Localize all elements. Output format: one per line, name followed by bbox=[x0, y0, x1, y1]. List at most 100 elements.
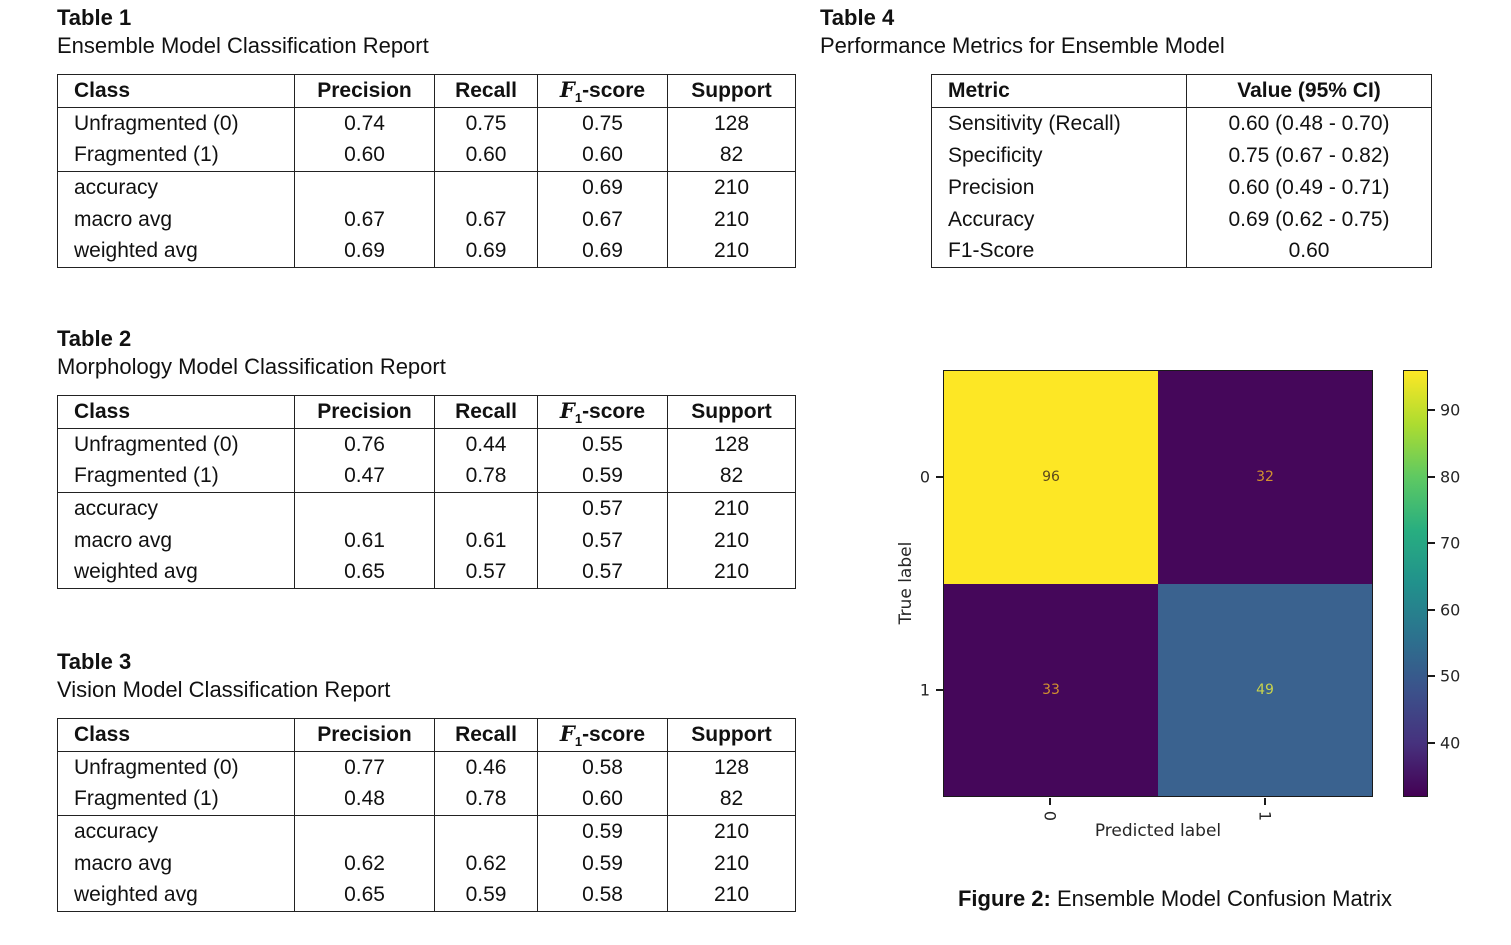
cell-precision: 0.62 bbox=[294, 847, 435, 880]
table-row: macro avg 0.62 0.62 0.59 210 bbox=[57, 847, 796, 880]
f1-math-symbol: F bbox=[559, 720, 575, 746]
f1-subscript: 1 bbox=[574, 90, 583, 106]
table1-label: Table 1 bbox=[57, 5, 132, 30]
cell-f1: 0.69 bbox=[537, 235, 668, 268]
col-header-class: Class bbox=[57, 395, 295, 429]
f1-subscript: 1 bbox=[574, 411, 583, 427]
x-tick-mark bbox=[1049, 798, 1051, 805]
table-row: Accuracy 0.69 (0.62 - 0.75) bbox=[931, 203, 1432, 236]
table-header-row: Class Precision Recall F1-score Support bbox=[57, 395, 796, 429]
col-header-precision: Precision bbox=[294, 395, 435, 429]
cell-recall: 0.75 bbox=[434, 107, 538, 140]
table-row: Sensitivity (Recall) 0.60 (0.48 - 0.70) bbox=[931, 107, 1432, 140]
cell-f1: 0.60 bbox=[537, 139, 668, 172]
cell-metric: Sensitivity (Recall) bbox=[931, 107, 1187, 140]
colorbar-tick-label: 90 bbox=[1440, 400, 1461, 420]
f1-suffix: -score bbox=[582, 722, 646, 746]
table2: Class Precision Recall F1-score Support … bbox=[57, 395, 796, 589]
table-row: weighted avg 0.65 0.59 0.58 210 bbox=[57, 879, 796, 912]
col-header-support: Support bbox=[667, 718, 796, 752]
cell-support: 210 bbox=[667, 847, 796, 880]
cell-support: 82 bbox=[667, 783, 796, 816]
cell-class: weighted avg bbox=[57, 556, 295, 589]
col-header-recall: Recall bbox=[434, 395, 538, 429]
colorbar bbox=[1403, 370, 1428, 797]
col-header-recall: Recall bbox=[434, 718, 538, 752]
cell-recall: 0.69 bbox=[434, 235, 538, 268]
table3-section: Table 3 Vision Model Classification Repo… bbox=[57, 648, 796, 912]
heatmap-cell-true1-pred0: 33 bbox=[944, 583, 1158, 796]
table4-caption: Performance Metrics for Ensemble Model bbox=[820, 33, 1225, 58]
colorbar-tick-mark bbox=[1428, 609, 1435, 611]
f1-suffix: -score bbox=[582, 78, 646, 102]
cell-support: 210 bbox=[667, 203, 796, 236]
cell-recall: 0.46 bbox=[434, 751, 538, 784]
figure-caption-label: Figure 2: bbox=[957, 886, 1051, 911]
table-row: Precision 0.60 (0.49 - 0.71) bbox=[931, 171, 1432, 204]
cell-precision: 0.69 bbox=[294, 235, 435, 268]
table-header-row: Metric Value (95% CI) bbox=[931, 74, 1432, 108]
table1: Class Precision Recall F1-score Support … bbox=[57, 74, 796, 268]
colorbar-tick-label: 70 bbox=[1440, 533, 1461, 553]
cell-recall: 0.60 bbox=[434, 139, 538, 172]
f1-math-symbol: F bbox=[559, 76, 575, 102]
cell-class: Unfragmented (0) bbox=[57, 107, 295, 140]
cell-recall: 0.78 bbox=[434, 460, 538, 493]
cell-precision: 0.76 bbox=[294, 428, 435, 461]
cell-support: 210 bbox=[667, 235, 796, 268]
cell-support: 210 bbox=[667, 879, 796, 912]
cell-f1: 0.59 bbox=[537, 460, 668, 493]
table4: Metric Value (95% CI) Sensitivity (Recal… bbox=[931, 74, 1432, 268]
table-row: accuracy 0.69 210 bbox=[57, 171, 796, 204]
col-header-support: Support bbox=[667, 395, 796, 429]
col-header-precision: Precision bbox=[294, 718, 435, 752]
table2-caption: Morphology Model Classification Report bbox=[57, 354, 446, 379]
table-row: weighted avg 0.69 0.69 0.69 210 bbox=[57, 235, 796, 268]
cell-f1: 0.59 bbox=[537, 815, 668, 848]
y-tick-label-1: 1 bbox=[919, 680, 930, 700]
table3-label: Table 3 bbox=[57, 649, 132, 674]
cell-recall: 0.57 bbox=[434, 556, 538, 589]
cell-support: 128 bbox=[667, 751, 796, 784]
cell-metric: Accuracy bbox=[931, 203, 1187, 236]
cell-f1: 0.75 bbox=[537, 107, 668, 140]
cell-class: macro avg bbox=[57, 203, 295, 236]
cell-metric: Specificity bbox=[931, 139, 1187, 172]
cell-precision bbox=[294, 815, 435, 848]
cell-precision: 0.60 bbox=[294, 139, 435, 172]
table-row: accuracy 0.59 210 bbox=[57, 815, 796, 848]
colorbar-tick-label: 40 bbox=[1440, 733, 1461, 753]
cell-class: Fragmented (1) bbox=[57, 139, 295, 172]
cell-recall bbox=[434, 492, 538, 525]
cell-value: 0.60 (0.49 - 0.71) bbox=[1186, 171, 1432, 204]
cell-class: weighted avg bbox=[57, 879, 295, 912]
table-row: Fragmented (1) 0.47 0.78 0.59 82 bbox=[57, 460, 796, 493]
cell-class: Unfragmented (0) bbox=[57, 751, 295, 784]
table3-caption: Vision Model Classification Report bbox=[57, 677, 391, 702]
cell-value: 0.60 (0.48 - 0.70) bbox=[1186, 107, 1432, 140]
x-tick-label-1: 1 bbox=[1255, 810, 1275, 822]
cell-support: 128 bbox=[667, 107, 796, 140]
table1-section: Table 1 Ensemble Model Classification Re… bbox=[57, 4, 796, 268]
cell-class: macro avg bbox=[57, 524, 295, 557]
col-header-f1score: F1-score bbox=[537, 395, 668, 429]
cell-recall bbox=[434, 815, 538, 848]
cell-class: accuracy bbox=[57, 815, 295, 848]
f1-suffix: -score bbox=[582, 399, 646, 423]
colorbar-tick-label: 50 bbox=[1440, 666, 1461, 686]
y-tick-mark bbox=[936, 689, 943, 691]
colorbar-tick-mark bbox=[1428, 476, 1435, 478]
cell-f1: 0.69 bbox=[537, 171, 668, 204]
col-header-metric: Metric bbox=[931, 74, 1187, 108]
colorbar-tick-mark bbox=[1428, 675, 1435, 677]
cell-f1: 0.57 bbox=[537, 492, 668, 525]
cell-recall: 0.62 bbox=[434, 847, 538, 880]
cell-recall: 0.67 bbox=[434, 203, 538, 236]
colorbar-tick-mark bbox=[1428, 742, 1435, 744]
cell-precision: 0.47 bbox=[294, 460, 435, 493]
cell-class: accuracy bbox=[57, 492, 295, 525]
table-row: F1-Score 0.60 bbox=[931, 235, 1432, 268]
cell-recall: 0.61 bbox=[434, 524, 538, 557]
col-header-class: Class bbox=[57, 718, 295, 752]
